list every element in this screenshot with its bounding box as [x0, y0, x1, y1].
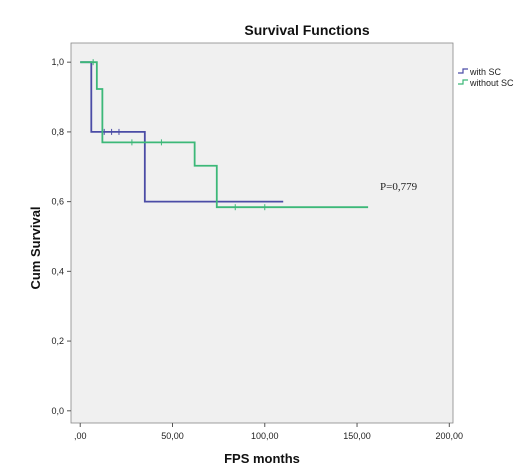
- p-value-annotation: P=0,779: [380, 181, 418, 193]
- series-line-without-sc: [80, 61, 369, 209]
- chart-title: Survival Functions: [244, 22, 369, 38]
- x-tick-label: ,00: [74, 431, 87, 441]
- x-tick-label: 100,00: [251, 431, 279, 441]
- legend-swatch: [458, 79, 468, 85]
- y-tick-label: 0,0: [51, 406, 64, 416]
- plot-area: [70, 42, 454, 424]
- y-tick-label: 0,6: [51, 197, 64, 207]
- legend-swatch: [458, 68, 468, 74]
- legend-entry-label: without SC: [469, 78, 514, 88]
- x-tick-label: 50,00: [161, 431, 184, 441]
- y-tick-label: 0,2: [51, 336, 64, 346]
- y-tick-label: 0,4: [51, 266, 64, 276]
- x-tick-label: 200,00: [436, 431, 464, 441]
- axis-ticks: 0,0 0,2 0,4 0,6 0,8 1,0 ,00 50,00 100,00 150,00 20…: [51, 57, 463, 441]
- x-tick-label: 150,00: [343, 431, 371, 441]
- y-tick-label: 0,8: [51, 127, 64, 137]
- series-lines: [80, 59, 369, 211]
- legend-entry-label: with SC: [469, 67, 502, 77]
- y-tick-label: 1,0: [51, 57, 64, 67]
- x-axis-label: FPS months: [224, 451, 300, 466]
- y-axis-label: Cum Survival: [28, 206, 43, 289]
